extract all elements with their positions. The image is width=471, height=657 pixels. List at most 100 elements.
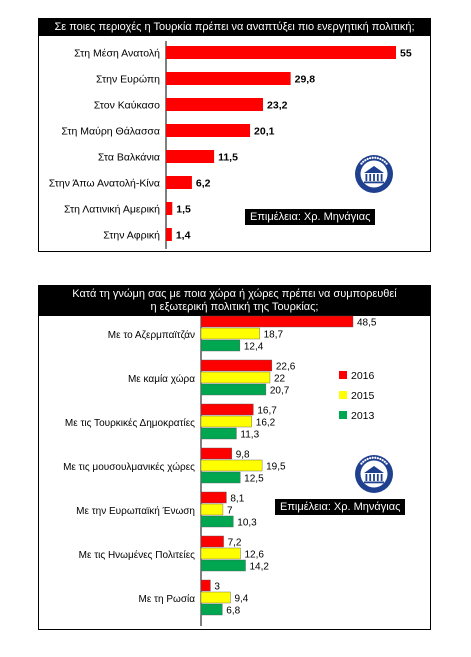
category-label: Με το Αζερμπαϊτζάν bbox=[108, 329, 195, 341]
category-label: Με καμία χώρα bbox=[128, 373, 195, 385]
legend-swatch-2016 bbox=[339, 371, 347, 379]
data-label: 1,5 bbox=[176, 204, 191, 216]
seal-roof bbox=[364, 466, 384, 473]
data-label: 16,2 bbox=[256, 418, 276, 429]
seal-ring-dot bbox=[374, 156, 377, 159]
category-label: Στη Μαύρη Θάλασσα bbox=[61, 126, 160, 138]
kadir-has-university-seal-icon bbox=[355, 155, 393, 193]
seal-ring-dot bbox=[376, 157, 379, 160]
bar-2013-category-4 bbox=[200, 471, 241, 484]
data-label: 3 bbox=[214, 582, 220, 593]
bar-category-8 bbox=[166, 228, 172, 241]
bar-2013-category-2 bbox=[200, 383, 267, 396]
bar-2016-category-6 bbox=[200, 535, 224, 548]
seal-ring-dot bbox=[381, 459, 384, 462]
category-label: Με την Ευρωπαϊκή Ένωση bbox=[76, 505, 195, 517]
seal-ring-dot bbox=[371, 156, 374, 159]
bar-category-5 bbox=[166, 150, 215, 163]
chart-title-line-2: η εξωτερική πολιτική της Τουρκίας; bbox=[150, 301, 319, 313]
data-label: 10,3 bbox=[237, 518, 257, 529]
seal-column bbox=[376, 174, 379, 181]
seal-ring-dot bbox=[383, 460, 386, 463]
seal-ring-dot bbox=[360, 162, 363, 165]
seal-ring-dot bbox=[366, 457, 369, 461]
legend-label: 2013 bbox=[351, 410, 375, 422]
seal-ring-dot bbox=[369, 457, 372, 460]
seal-column bbox=[373, 174, 375, 181]
bar-2013-category-6 bbox=[200, 559, 246, 572]
seal-ring-dot bbox=[371, 456, 374, 459]
chart-title-regions: Σε ποιες περιοχές η Τουρκία πρέπει να αν… bbox=[39, 19, 430, 36]
seal-ring-dot bbox=[364, 459, 367, 462]
data-label: 11,3 bbox=[240, 430, 259, 441]
category-label: Με τις μουσουλμανικές χώρες bbox=[63, 461, 195, 473]
data-label: 8,1 bbox=[230, 494, 244, 505]
data-label: 20,7 bbox=[270, 386, 290, 397]
bar-2015-category-4 bbox=[200, 459, 263, 472]
seal-ring-dot bbox=[379, 157, 382, 161]
seal-ring-dot bbox=[360, 462, 363, 465]
legend-swatch-2015 bbox=[339, 391, 347, 399]
bar-2016-category-3 bbox=[200, 403, 254, 416]
bar-category-4 bbox=[166, 124, 251, 137]
kadir-has-university-seal-icon bbox=[355, 455, 393, 493]
bar-2015-category-2 bbox=[200, 371, 271, 384]
data-label: 12,4 bbox=[244, 342, 264, 353]
seal-ring-dot bbox=[362, 160, 365, 163]
data-label: 14,2 bbox=[250, 562, 270, 573]
seal-ring-dot bbox=[369, 157, 372, 160]
data-label: 23,2 bbox=[267, 100, 288, 112]
seal-column bbox=[369, 474, 372, 481]
seal-column bbox=[380, 474, 383, 481]
bar-2015-category-7 bbox=[200, 591, 231, 604]
bar-2016-category-4 bbox=[200, 447, 232, 460]
data-label: 11,5 bbox=[218, 152, 238, 164]
seal-ring-dot bbox=[366, 157, 369, 161]
bar-2015-category-5 bbox=[200, 503, 224, 516]
data-label: 12,5 bbox=[244, 474, 264, 485]
bar-2016-category-2 bbox=[200, 359, 273, 372]
data-label: 20,1 bbox=[254, 126, 275, 138]
bar-2016-category-1 bbox=[200, 315, 354, 328]
bar-2013-category-5 bbox=[200, 515, 234, 528]
seal-ring-dot bbox=[376, 457, 379, 460]
seal-ring-dot bbox=[385, 462, 388, 465]
credit-label: Επιμέλεια: Χρ. Μηνάγιας bbox=[275, 499, 406, 515]
data-label: 1,4 bbox=[176, 230, 191, 242]
chart-panel-regions: Σε ποιες περιοχές η Τουρκία πρέπει να αν… bbox=[38, 18, 431, 252]
seal-column bbox=[376, 474, 379, 481]
seal-roof bbox=[364, 166, 384, 173]
category-label: Στον Καύκασο bbox=[94, 100, 160, 112]
seal-base bbox=[364, 481, 384, 484]
category-label: Με τις Τουρκικές Δημοκρατίες bbox=[65, 417, 195, 429]
legend-swatch-2013 bbox=[339, 411, 347, 419]
data-label: 16,7 bbox=[257, 406, 277, 417]
category-label: Με τις Ηνωμένες Πολιτείες bbox=[79, 549, 196, 561]
data-label: 9,4 bbox=[234, 594, 248, 605]
category-label: Στη Λατινική Αμερική bbox=[64, 204, 160, 216]
data-label: 29,8 bbox=[295, 74, 316, 86]
data-label: 9,8 bbox=[236, 450, 250, 461]
data-label: 22,6 bbox=[276, 362, 296, 373]
seal-column bbox=[365, 174, 368, 181]
chart-title-alignment: Κατά τη γνώμη σας με ποια χώρα ή χώρες π… bbox=[39, 286, 430, 316]
category-label: Στην Αφρική bbox=[103, 230, 160, 242]
legend-label: 2016 bbox=[351, 370, 375, 382]
category-label: Με τη Ρωσία bbox=[138, 593, 195, 605]
data-label: 12,6 bbox=[244, 550, 264, 561]
bar-category-1 bbox=[166, 46, 396, 59]
data-label: 18,7 bbox=[264, 330, 284, 341]
bar-2015-category-1 bbox=[200, 327, 260, 340]
bar-2013-category-3 bbox=[200, 427, 237, 440]
data-label: 6,8 bbox=[226, 606, 240, 617]
data-label: 19,5 bbox=[266, 462, 286, 473]
seal-ring-dot bbox=[364, 159, 367, 162]
seal-column bbox=[380, 174, 383, 181]
bar-category-7 bbox=[166, 202, 173, 215]
bar-chart-regions: Στη Μέση Ανατολή 55 Στην Ευρώπη 29,8 Στον Κα… bbox=[49, 41, 412, 249]
chart-panel-alignment: Κατά τη γνώμη σας με ποια χώρα ή χώρες π… bbox=[38, 285, 431, 630]
category-label: Στη Μέση Ανατολή bbox=[74, 48, 160, 60]
chart-title-line-1: Κατά τη γνώμη σας με ποια χώρα ή χώρες π… bbox=[72, 288, 397, 300]
seal-ring-dot bbox=[385, 162, 388, 165]
seal-ring-dot bbox=[383, 160, 386, 163]
